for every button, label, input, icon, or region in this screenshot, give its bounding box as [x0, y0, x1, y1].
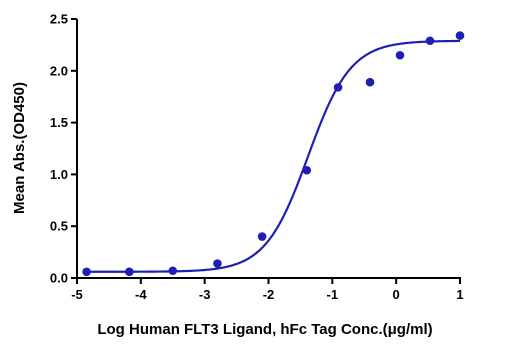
- y-tick-label: 1.0: [50, 167, 68, 182]
- y-tick-label: 2.0: [50, 63, 68, 78]
- x-tick-label: -2: [263, 287, 275, 302]
- x-tick-label: 1: [456, 287, 463, 302]
- y-axis-title: Mean Abs.(OD450): [11, 82, 28, 214]
- y-tick-label: 1.5: [50, 115, 68, 130]
- data-point: [455, 31, 465, 40]
- data-point: [425, 36, 435, 46]
- x-tick-label: -1: [327, 287, 339, 302]
- data-point: [257, 232, 267, 241]
- x-ticks: -5 -4 -3 -2 -1 0 1: [71, 278, 464, 302]
- fit-curve: [86, 39, 461, 273]
- y-tick-label: 0.0: [50, 271, 68, 286]
- x-tick-label: -5: [71, 287, 83, 302]
- x-tick-label: -3: [199, 287, 211, 302]
- data-point: [213, 259, 222, 268]
- data-points: [82, 31, 465, 277]
- y-ticks: 0.0 0.5 1.0 1.5 2.0 2.5: [50, 12, 77, 286]
- data-point: [395, 50, 405, 60]
- data-point: [365, 77, 375, 87]
- y-tick-label: 2.5: [50, 12, 68, 27]
- x-tick-label: -4: [135, 287, 147, 302]
- y-tick-label: 0.5: [50, 219, 68, 234]
- x-tick-label: 0: [393, 287, 400, 302]
- data-point: [302, 165, 312, 175]
- x-axis-title: Log Human FLT3 Ligand, hFc Tag Conc.(μg/…: [97, 321, 432, 338]
- data-point: [168, 266, 178, 276]
- data-point: [125, 267, 134, 277]
- data-point: [82, 267, 91, 277]
- data-point: [333, 83, 343, 92]
